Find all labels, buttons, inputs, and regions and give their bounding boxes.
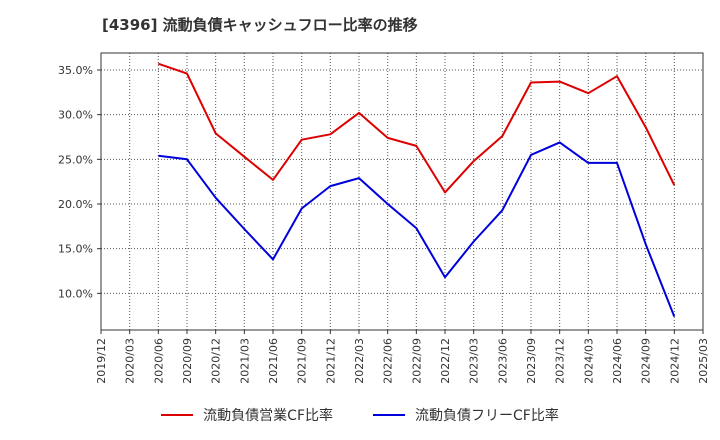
chart-title: [4396] 流動負債キャッシュフロー比率の推移 [102, 16, 418, 34]
x-tick-label: 2024/09 [640, 338, 653, 384]
x-tick-label: 2023/12 [554, 338, 567, 384]
legend-label-operating-cf: 流動負債営業CF比率 [203, 408, 333, 424]
x-tick-label: 2021/12 [324, 338, 337, 384]
x-tick-label: 2021/03 [238, 338, 251, 384]
x-tick-label: 2024/03 [582, 338, 595, 384]
series-line-0 [157, 62, 676, 194]
x-tick-label: 2019/12 [95, 338, 108, 384]
x-tick-label: 2024/12 [668, 338, 681, 384]
x-tick-label: 2021/06 [267, 338, 280, 384]
series-lines [157, 62, 676, 317]
legend: 流動負債営業CF比率 流動負債フリーCF比率 [0, 405, 720, 425]
y-axis-ticks: 10.0% 15.0% 20.0% 25.0% 30.0% 35.0% [58, 64, 101, 300]
y-tick-label: 20.0% [58, 198, 93, 211]
x-tick-label: 2020/06 [152, 338, 165, 384]
x-tick-label: 2020/12 [210, 338, 223, 384]
legend-swatch-operating-cf [161, 414, 194, 416]
plot-border [100, 52, 704, 331]
x-tick-label: 2020/03 [124, 338, 137, 384]
x-tick-label: 2023/09 [525, 338, 538, 384]
y-tick-label: 25.0% [58, 153, 93, 166]
series-line-1 [158, 141, 676, 317]
x-tick-label: 2022/03 [353, 338, 366, 384]
x-tick-label: 2025/03 [697, 338, 710, 384]
legend-label-free-cf: 流動負債フリーCF比率 [415, 408, 559, 424]
plot-area [101, 53, 703, 330]
y-tick-label: 15.0% [58, 243, 93, 256]
x-tick-label: 2020/09 [181, 338, 194, 384]
x-tick-label: 2024/06 [611, 338, 624, 384]
y-tick-label: 35.0% [58, 64, 93, 77]
y-tick-label: 30.0% [58, 109, 93, 122]
x-axis-ticks: 2019/12 2020/03 2020/06 2020/09 2020/12 2021/… [95, 330, 710, 384]
legend-item-free-cf: 流動負債フリーCF比率 [373, 405, 559, 425]
x-tick-label: 2023/06 [496, 338, 509, 384]
x-tick-label: 2021/09 [296, 338, 309, 384]
legend-item-operating-cf: 流動負債営業CF比率 [161, 405, 333, 425]
legend-swatch-free-cf [373, 414, 405, 416]
x-tick-label: 2022/09 [410, 338, 423, 384]
x-tick-label: 2022/06 [382, 338, 395, 384]
y-tick-label: 10.0% [58, 287, 93, 300]
x-tick-label: 2023/03 [468, 338, 481, 384]
x-tick-label: 2022/12 [439, 338, 452, 384]
